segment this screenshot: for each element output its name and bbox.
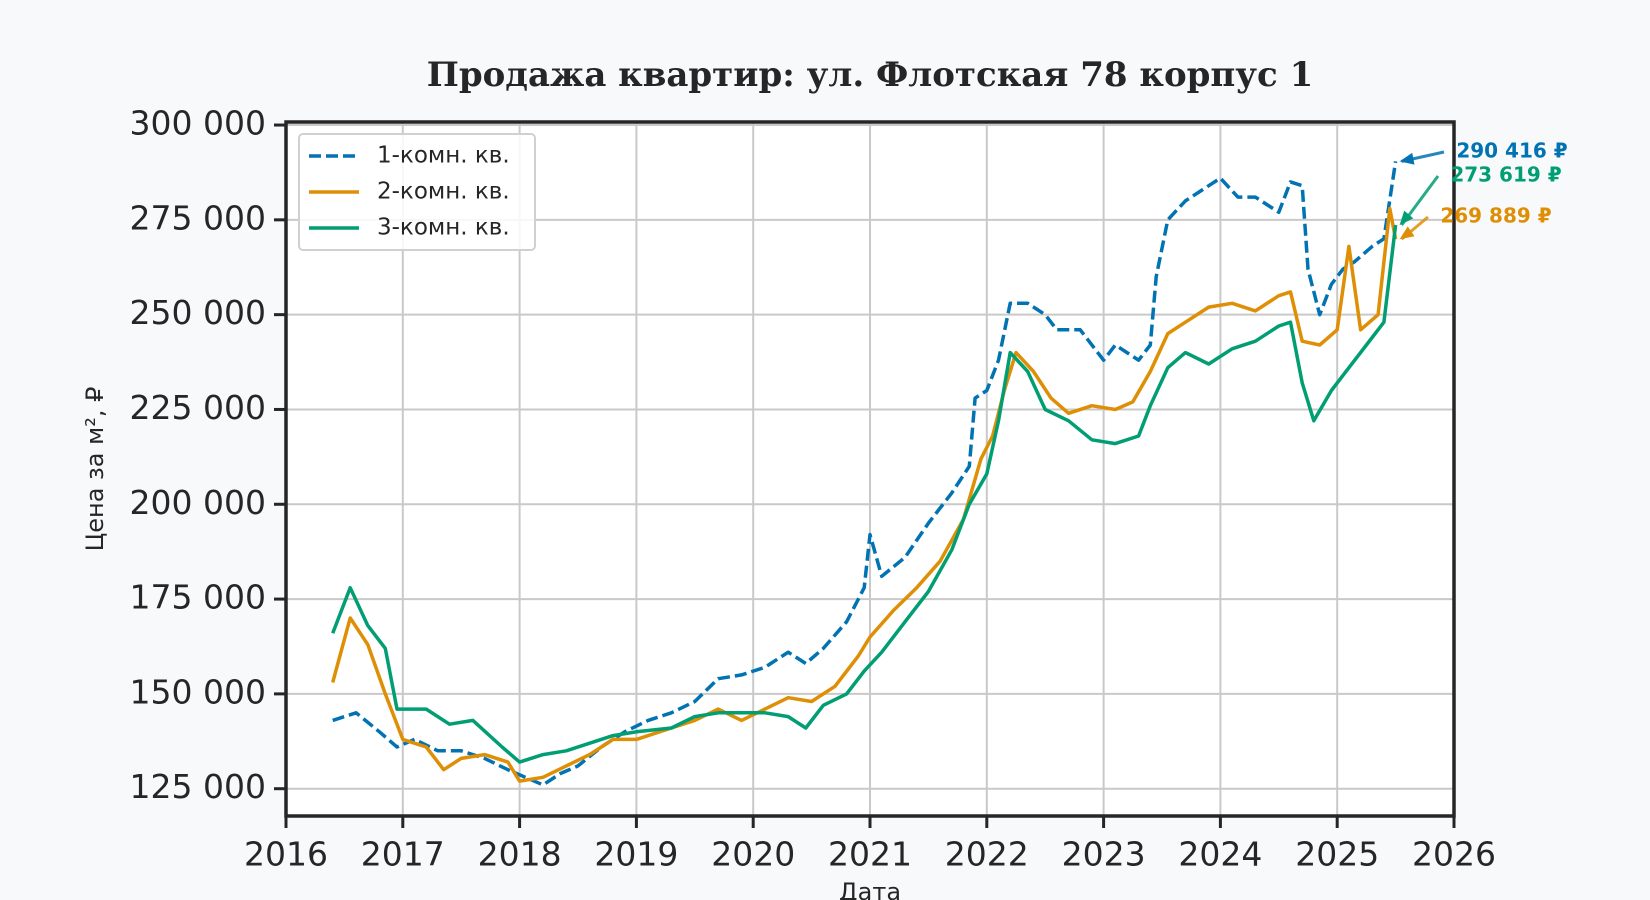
legend-box [298,133,536,251]
end-value-label: 273 619 ₽ [1450,163,1561,187]
x-tick-label: 2024 [1178,835,1262,874]
legend-label: 3-комн. кв. [377,215,510,241]
y-tick-label: 200 000 [130,483,266,522]
arrow-head [1399,226,1415,240]
x-tick-label: 2026 [1412,835,1496,874]
y-tick-label: 300 000 [130,104,266,143]
y-tick-label: 275 000 [130,198,266,237]
y-tick-label: 250 000 [130,293,266,332]
x-axis-label: Дата [839,878,901,900]
end-value-label: 269 889 ₽ [1440,204,1551,228]
chart-title: Продажа квартир: ул. Флотская 78 корпус … [427,55,1314,95]
y-tick-label: 175 000 [130,578,266,617]
legend-label: 2-комн. кв. [377,179,510,205]
y-axis-label: Цена за м², ₽ [81,387,109,552]
x-tick-label: 2016 [244,835,328,874]
y-tick-label: 125 000 [130,767,266,806]
x-tick-label: 2017 [361,835,445,874]
x-tick-label: 2019 [594,835,678,874]
x-tick-label: 2023 [1062,835,1146,874]
lines [331,161,1398,787]
x-tick-label: 2020 [711,835,795,874]
series-line [332,161,1398,787]
y-tick-label: 150 000 [130,672,266,711]
annotations: 290 416 ₽ 269 889 ₽ 273 619 ₽ [1399,139,1568,241]
y-tick-label: 225 000 [130,388,266,427]
series-line [331,206,1398,783]
x-tick-label: 2022 [945,835,1029,874]
series-line [331,224,1398,764]
x-tick-label: 2021 [828,835,912,874]
end-value-label: 290 416 ₽ [1456,139,1567,163]
x-tick-label: 2018 [478,835,562,874]
arrow-head [1399,152,1415,165]
legend-label: 1-комн. кв. [377,143,510,169]
x-tick-label: 2025 [1295,835,1379,874]
legend: 1-комн. кв. 2-комн. кв. 3-комн. кв. [298,133,536,251]
arrow-head [1399,210,1414,226]
